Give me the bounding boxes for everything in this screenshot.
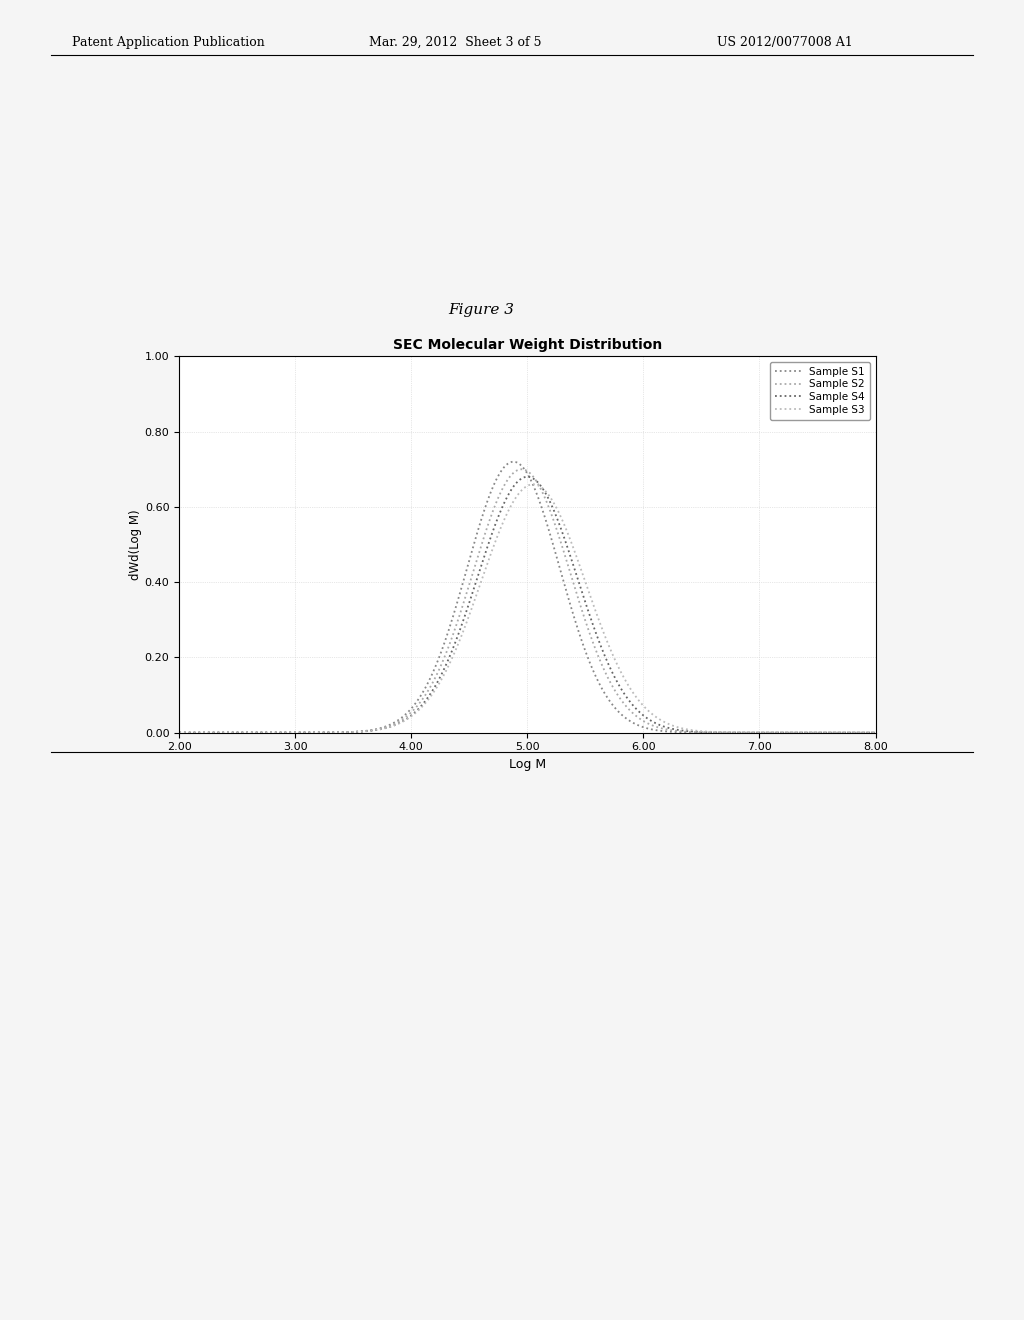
- Sample S2: [869, 725, 882, 741]
- Line: Sample S4: Sample S4: [179, 477, 876, 733]
- Sample S2: [515, 462, 527, 478]
- Text: Figure 3: Figure 3: [449, 304, 514, 317]
- Sample S4: [512, 474, 524, 490]
- Sample S4: [521, 469, 534, 484]
- Sample S3: [722, 725, 734, 741]
- Sample S2: [850, 725, 862, 741]
- Sample S4: [849, 725, 861, 741]
- Text: US 2012/0077008 A1: US 2012/0077008 A1: [717, 36, 853, 49]
- Sample S1: [508, 454, 520, 470]
- Sample S4: [173, 725, 185, 741]
- Sample S2: [849, 725, 861, 741]
- Sample S2: [512, 462, 524, 478]
- Sample S3: [849, 725, 861, 741]
- Y-axis label: dWd(Log M): dWd(Log M): [129, 510, 142, 579]
- Sample S1: [869, 725, 882, 741]
- Text: Patent Application Publication: Patent Application Publication: [72, 36, 264, 49]
- Line: Sample S2: Sample S2: [179, 470, 876, 733]
- Sample S3: [512, 487, 524, 503]
- X-axis label: Log M: Log M: [509, 758, 546, 771]
- Sample S1: [849, 725, 861, 741]
- Legend: Sample S1, Sample S2, Sample S4, Sample S3: Sample S1, Sample S2, Sample S4, Sample …: [770, 362, 870, 420]
- Sample S3: [527, 477, 540, 492]
- Sample S3: [850, 725, 862, 741]
- Sample S1: [494, 466, 506, 482]
- Sample S3: [209, 725, 221, 741]
- Text: Mar. 29, 2012  Sheet 3 of 5: Mar. 29, 2012 Sheet 3 of 5: [369, 36, 541, 49]
- Sample S4: [722, 725, 734, 741]
- Sample S4: [850, 725, 862, 741]
- Title: SEC Molecular Weight Distribution: SEC Molecular Weight Distribution: [393, 338, 662, 352]
- Sample S3: [494, 524, 506, 540]
- Sample S3: [173, 725, 185, 741]
- Sample S2: [722, 725, 734, 741]
- Sample S2: [209, 725, 221, 741]
- Sample S2: [173, 725, 185, 741]
- Sample S1: [722, 725, 734, 741]
- Sample S1: [850, 725, 862, 741]
- Sample S1: [173, 725, 185, 741]
- Sample S4: [209, 725, 221, 741]
- Sample S3: [869, 725, 882, 741]
- Sample S4: [494, 507, 506, 523]
- Sample S2: [494, 487, 506, 503]
- Sample S1: [512, 455, 524, 471]
- Line: Sample S3: Sample S3: [179, 484, 876, 733]
- Sample S4: [869, 725, 882, 741]
- Line: Sample S1: Sample S1: [179, 462, 876, 733]
- Sample S1: [209, 725, 221, 741]
